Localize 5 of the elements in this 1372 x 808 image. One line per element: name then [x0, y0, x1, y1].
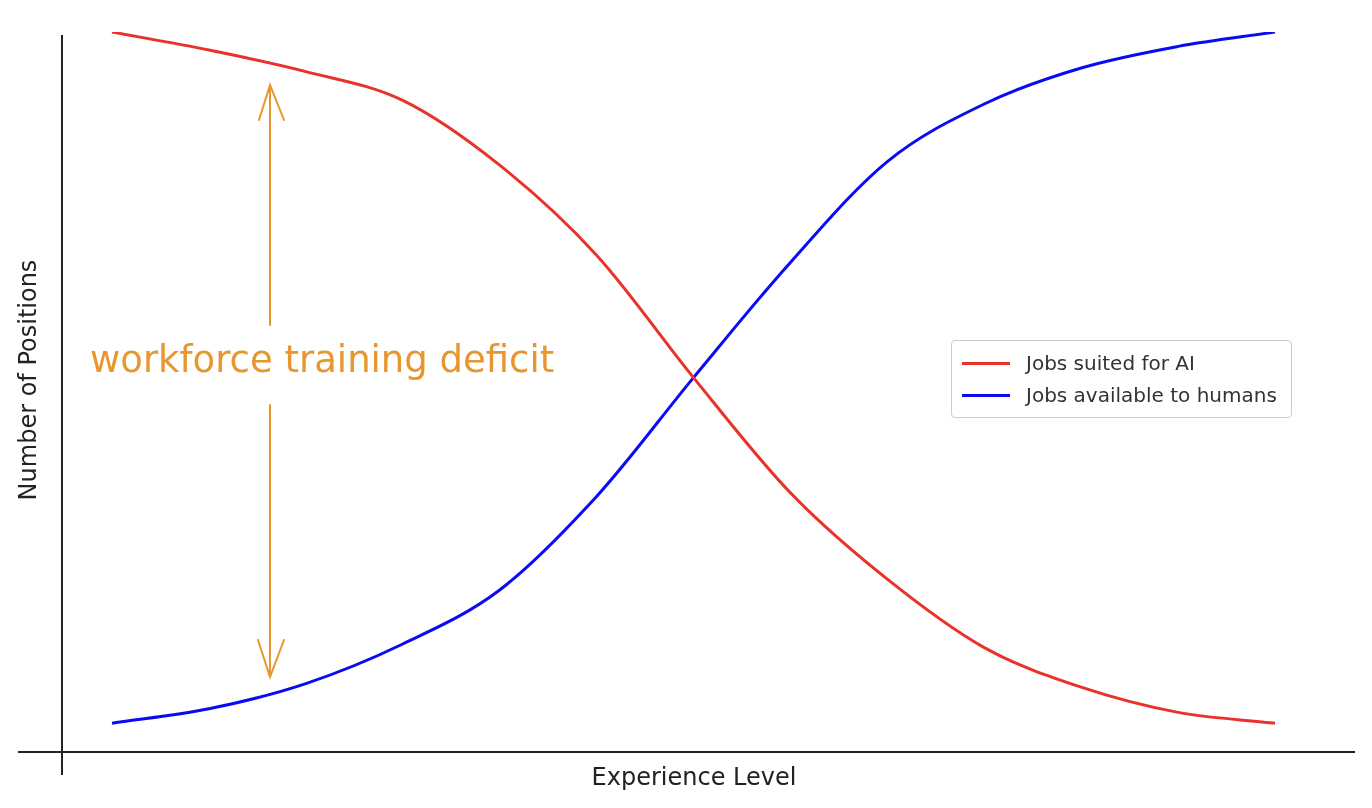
legend-label: Jobs available to humans	[1026, 383, 1277, 407]
annotation: workforce training deficit	[90, 338, 555, 381]
x-axis-title: Experience Level	[591, 763, 797, 792]
y-axis-title: Number of Positions	[14, 259, 43, 501]
legend-label: Jobs suited for AI	[1026, 351, 1195, 375]
